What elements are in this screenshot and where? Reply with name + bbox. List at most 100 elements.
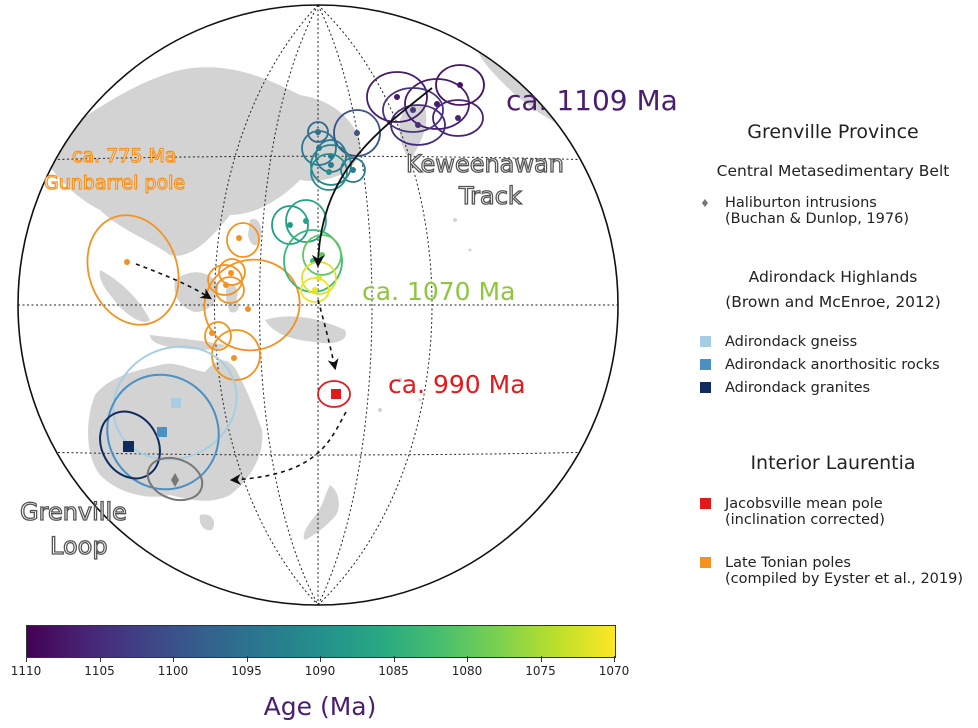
keweenawan-pole-point (326, 169, 332, 175)
age-colorbar (26, 625, 616, 658)
colorbar-tick-mark (99, 656, 101, 662)
legend-item-late-tonian: Late Tonian poles (compiled by Eyster et… (700, 555, 963, 587)
haliburton-marker (171, 473, 179, 487)
colorbar-tick-mark (467, 656, 468, 662)
colorbar-tick-mark (26, 656, 27, 662)
colorbar-tick-label: 1070 (598, 664, 630, 678)
square-icon (700, 498, 711, 509)
late-tonian-ellipse (215, 276, 245, 304)
legend-tonian-label: Late Tonian poles (725, 555, 851, 571)
landmass-borneo (174, 272, 219, 312)
keweenawan-pole-ellipse (435, 64, 485, 106)
colorbar-tick-label: 1095 (231, 664, 262, 678)
meridian-line (214, 5, 319, 605)
landmass-island (418, 398, 422, 402)
keweenawan-pole-point (319, 252, 325, 258)
keweenawan-pole-ellipse (307, 121, 329, 143)
legend-item-gneiss: Adirondack gneiss (700, 334, 857, 350)
late-tonian-point (209, 330, 215, 336)
label-keweenawan-track-line1: Keweenawan (405, 149, 564, 178)
keweenawan-pole-ellipse (285, 199, 327, 243)
landmass-island (398, 378, 402, 382)
keweenawan-pole-point (303, 218, 309, 224)
label-mid-age: ca. 1070 Ma (362, 277, 516, 306)
late-tonian-points (124, 235, 251, 361)
keweenawan-pole-ellipse (301, 130, 337, 166)
legend-haliburton-citation: (Buchan & Dunlop, 1976) (725, 211, 909, 227)
keweenawan-pole-ellipse (432, 99, 484, 137)
colorbar-tick-mark (320, 656, 321, 662)
late-tonian-point (124, 259, 130, 265)
late-tonian-point (228, 270, 234, 276)
landmass-island (438, 168, 442, 172)
late-tonian-poles (86, 214, 301, 381)
meridian-line (317, 5, 373, 605)
adirondack-granites-marker (123, 441, 134, 452)
keweenawan-pole-point (328, 162, 334, 168)
late-tonian-point (231, 355, 237, 361)
late-tonian-ellipse (218, 258, 246, 286)
legend-gneiss-label: Adirondack gneiss (725, 334, 858, 350)
keweenawan-pole-point (455, 115, 461, 121)
keweenawan-pole-ellipse (300, 277, 330, 303)
landmass-sulawesi (225, 284, 239, 313)
landmass-java (150, 335, 225, 350)
adirondack-gneiss-ellipse (112, 345, 238, 461)
keweenawan-pole-point (287, 222, 293, 228)
adirondack-gneiss-marker (171, 398, 181, 408)
jacobsville-ellipse (317, 380, 351, 408)
colorbar-tick-label: 1110 (10, 664, 42, 678)
late-tonian-ellipse (203, 258, 301, 352)
keweenawan-pole-point (354, 130, 360, 136)
legend-jacobsville-note: (inclination corrected) (725, 512, 885, 528)
square-icon (700, 336, 711, 347)
legend-anorthositic-label: Adirondack anorthositic rocks (725, 357, 940, 373)
keweenawan-pole-ellipse (271, 205, 309, 245)
late-tonian-point (236, 235, 242, 241)
legend-haliburton-label: Haliburton intrusions (725, 195, 877, 211)
square-icon (700, 557, 711, 568)
grenville-poles (99, 345, 238, 502)
late-tonian-ellipse (204, 321, 232, 351)
landmass-island (453, 218, 457, 222)
late-tonian-point (245, 306, 251, 312)
legend-tonian-citation: (compiled by Eyster et al., 2019) (725, 571, 964, 587)
colorbar-title: Age (Ma) (263, 692, 377, 721)
late-tonian-point (223, 282, 229, 288)
keweenawan-pole-ellipse (302, 234, 342, 276)
haliburton-diamond-icon: ♦ (700, 197, 710, 210)
square-icon (700, 359, 711, 370)
colorbar-tick-mark (393, 656, 395, 662)
landmass-asia (40, 67, 361, 256)
landmass-sumatra (99, 270, 150, 323)
colorbar-ticks: 1110 1105 1100 1095 1090 1085 1080 1075 1070 (11, 656, 629, 686)
legend-section-cmb-subtitle: Central Metasedimentary Belt (716, 162, 950, 180)
legend-item-haliburton: ♦ Haliburton intrusions (Buchan & Dunlop,… (700, 195, 909, 227)
gunbarrel-arrow (135, 263, 212, 300)
keweenawan-pole-ellipse (382, 87, 444, 133)
parallel-line (39, 451, 597, 456)
landmass-new-zealand (303, 485, 339, 540)
late-tonian-ellipse (226, 222, 260, 258)
globe-map (17, 4, 619, 606)
square-icon (700, 382, 711, 393)
late-tonian-ellipse (207, 264, 243, 296)
colorbar-tick-mark (614, 656, 615, 662)
legend-section-adirondack-title: Adirondack Highlands (748, 268, 918, 286)
colorbar-tick-label: 1090 (304, 664, 336, 678)
colorbar-tick-mark (246, 656, 248, 662)
colorbar-tick-label: 1105 (84, 664, 115, 678)
keweenawan-pole-ellipse (366, 71, 428, 123)
colorbar-tick-mark (540, 656, 542, 662)
jacobsville-marker (331, 389, 341, 399)
globe-outline (17, 4, 619, 606)
keweenawan-pole-point (434, 101, 440, 107)
colorbar-tick-label: 1080 (451, 664, 483, 678)
keweenawan-pole-point (394, 94, 400, 100)
adirondack-anorthositic-ellipse (106, 373, 220, 491)
landmass-tasmania (199, 514, 215, 531)
keweenawan-pole-ellipse (340, 157, 366, 183)
colorbar-tick-mark (173, 656, 174, 662)
meridian-line (259, 5, 319, 605)
haliburton-ellipse (146, 456, 204, 502)
